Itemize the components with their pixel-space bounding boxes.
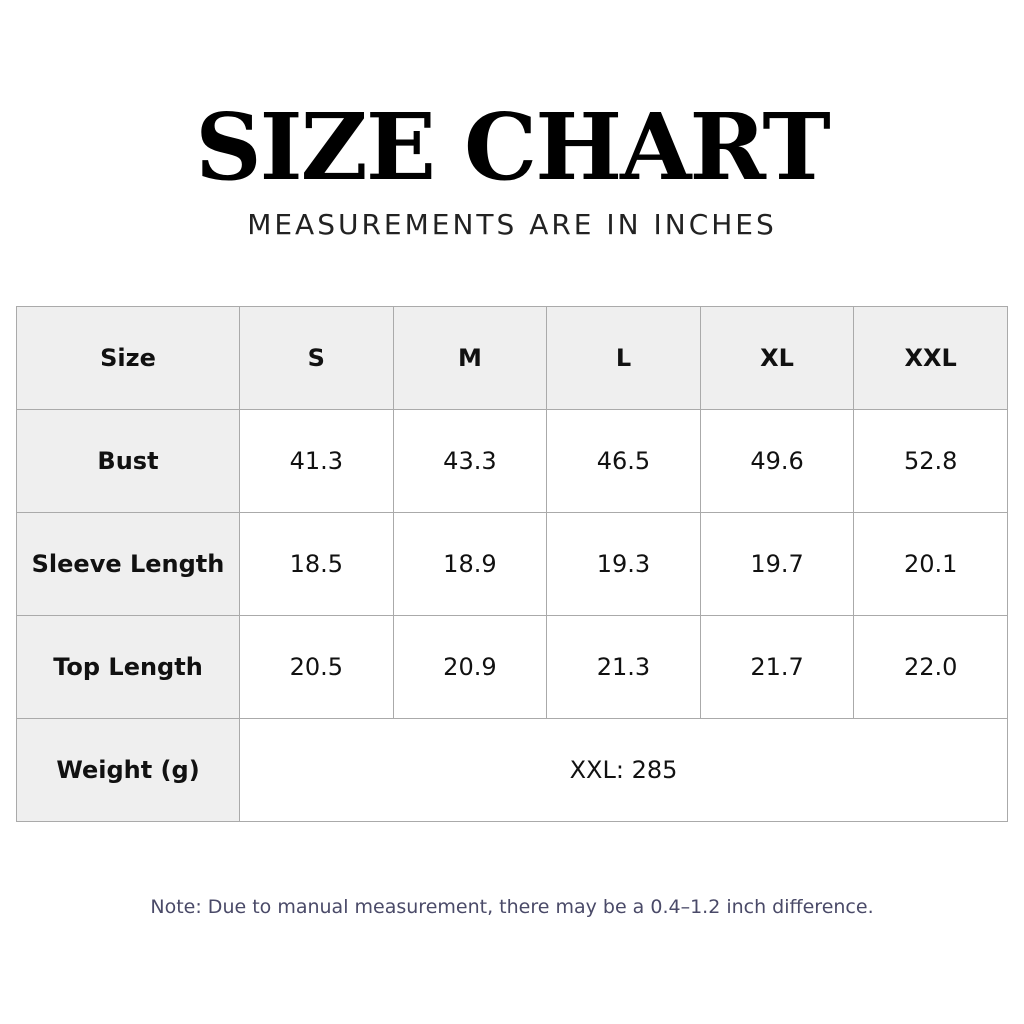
row-label: Top Length [16,615,240,719]
row-label: Size [16,306,240,410]
table-cell: L [546,306,701,410]
table-cell: 21.7 [699,615,855,719]
table-cell: XXL [853,306,1008,410]
table-cell: 20.9 [392,615,548,719]
table-cell: 20.5 [239,615,394,719]
table-cell: 49.6 [699,409,855,513]
table-cell: 43.3 [392,409,548,513]
table-cell: 19.7 [699,512,855,616]
subtitle: MEASUREMENTS ARE IN INCHES [247,208,777,241]
table-row: Weight (g) XXL: 285 [16,718,1008,822]
table-cell: 46.5 [546,409,701,513]
note: Note: Due to manual measurement, there m… [150,896,874,918]
row-label: Sleeve Length [16,512,240,616]
row-label: Bust [16,409,240,513]
size-table: Size S M L XL XXL Bust 41.3 43.3 46.5 49.6 52.8 Slee… [16,306,1008,822]
table-row: Size S M L XL XXL [16,306,1008,410]
table-cell: 18.9 [392,512,548,616]
table-cell: 41.3 [239,409,394,513]
table-cell: 22.0 [853,615,1008,719]
title: SIZE CHART [195,93,831,201]
table-cell: XXL: 285 [239,718,1008,822]
table-cell: 21.3 [546,615,701,719]
table-row: Bust 41.3 43.3 46.5 49.6 52.8 [16,409,1008,513]
table-cell: M [392,306,548,410]
table-row: Sleeve Length 18.5 18.9 19.3 19.7 20.1 [16,512,1008,616]
table-cell: 19.3 [546,512,701,616]
table-row: Top Length 20.5 20.9 21.3 21.7 22.0 [16,615,1008,719]
table-cell: 52.8 [853,409,1008,513]
table-cell: 18.5 [239,512,394,616]
table-cell: 20.1 [853,512,1008,616]
table-cell: S [239,306,394,410]
table-cell: XL [699,306,855,410]
row-label: Weight (g) [16,718,240,822]
